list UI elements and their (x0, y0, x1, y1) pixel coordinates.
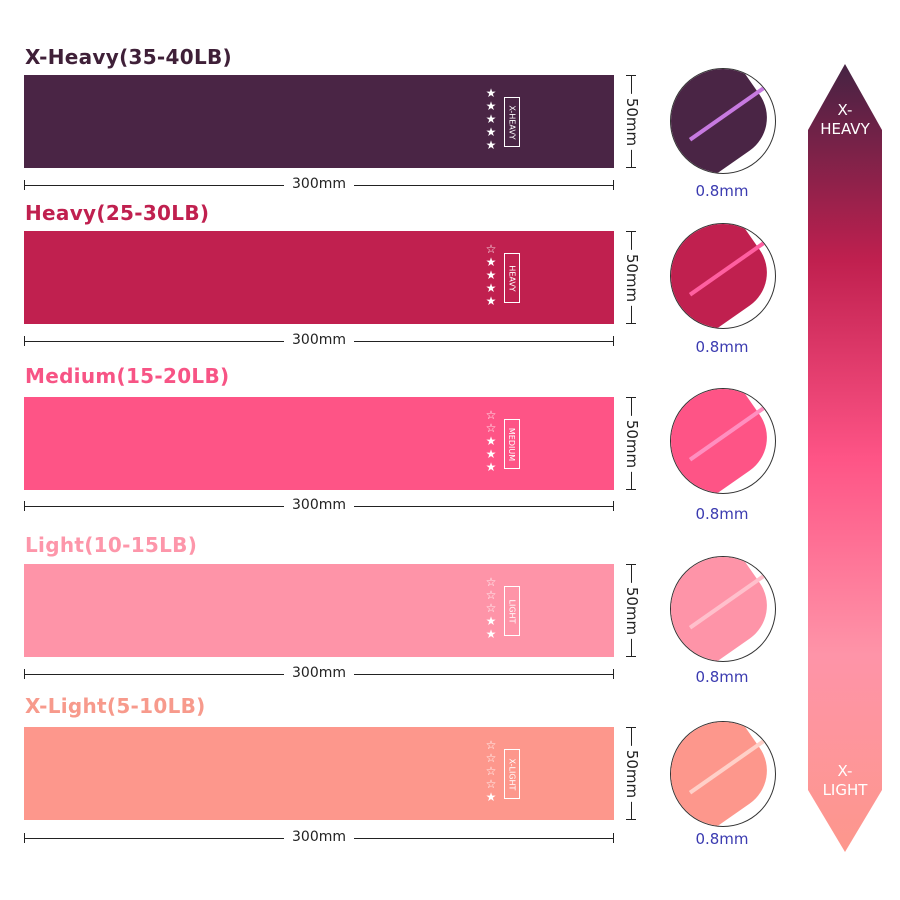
thickness-closeup (670, 388, 776, 494)
strength-stars: ☆ ☆ ★ ★ ★ (484, 409, 498, 474)
band-tag: HEAVY (504, 253, 520, 303)
thickness-label: 0.8mm (695, 668, 749, 686)
length-dimension: 300mm (24, 665, 614, 681)
band-tag-text: LIGHT (507, 599, 517, 623)
star-empty-icon: ☆ (485, 764, 497, 778)
length-dimension: 300mm (24, 829, 614, 845)
strength-stars: ★ ★ ★ ★ ★ (484, 87, 498, 152)
thickness-closeup (670, 721, 776, 827)
band-title: Medium(15-20LB) (25, 364, 230, 388)
band-tag-text: HEAVY (507, 264, 517, 292)
star-filled-icon: ★ (485, 281, 497, 295)
length-label: 300mm (284, 829, 354, 845)
star-empty-icon: ☆ (485, 777, 497, 791)
width-dimension: 50mm (622, 727, 642, 820)
length-dimension: 300mm (24, 332, 614, 348)
thickness-closeup (670, 223, 776, 329)
width-dimension: 50mm (622, 397, 642, 490)
band-tag: X-HEAVY (504, 97, 520, 147)
band-swatch: ☆ ☆ ★ ★ ★ MEDIUM (24, 397, 614, 490)
width-label: 50mm (623, 745, 641, 802)
length-label: 300mm (284, 497, 354, 513)
width-label: 50mm (623, 249, 641, 306)
band-title: X-Light(5-10LB) (25, 694, 206, 718)
band-swatch: ☆ ☆ ☆ ☆ ★ X-LIGHT (24, 727, 614, 820)
band-tag: X-LIGHT (504, 749, 520, 799)
band-tag: LIGHT (504, 586, 520, 636)
star-filled-icon: ★ (485, 447, 497, 461)
star-filled-icon: ★ (485, 790, 497, 804)
width-dimension: 50mm (622, 231, 642, 324)
width-dimension: 50mm (622, 564, 642, 657)
strength-stars: ☆ ★ ★ ★ ★ (484, 243, 498, 308)
star-filled-icon: ★ (485, 294, 497, 308)
thickness-label: 0.8mm (695, 338, 749, 356)
star-empty-icon: ☆ (485, 242, 497, 256)
thickness-closeup (670, 68, 776, 174)
star-empty-icon: ☆ (485, 421, 497, 435)
width-dimension: 50mm (622, 75, 642, 168)
width-label: 50mm (623, 93, 641, 150)
band-swatch: ★ ★ ★ ★ ★ X-HEAVY (24, 75, 614, 168)
band-swatch: ☆ ★ ★ ★ ★ HEAVY (24, 231, 614, 324)
band-title: Light(10-15LB) (25, 533, 198, 557)
scale-top-label: X- HEAVY (820, 101, 870, 138)
length-dimension: 300mm (24, 176, 614, 192)
strength-stars: ☆ ☆ ☆ ☆ ★ (484, 739, 498, 804)
star-empty-icon: ☆ (485, 588, 497, 602)
width-label: 50mm (623, 415, 641, 472)
length-dimension: 300mm (24, 497, 614, 513)
width-label: 50mm (623, 582, 641, 639)
star-filled-icon: ★ (485, 138, 497, 152)
star-filled-icon: ★ (485, 112, 497, 126)
star-filled-icon: ★ (485, 268, 497, 282)
star-empty-icon: ☆ (485, 751, 497, 765)
length-label: 300mm (284, 176, 354, 192)
thickness-label: 0.8mm (695, 505, 749, 523)
star-empty-icon: ☆ (485, 408, 497, 422)
band-title: X-Heavy(35-40LB) (25, 45, 232, 69)
intensity-scale-arrow (808, 64, 882, 852)
band-tag-text: X-LIGHT (507, 758, 517, 790)
star-filled-icon: ★ (485, 125, 497, 139)
scale-bottom-label: X- LIGHT (822, 762, 868, 799)
star-filled-icon: ★ (485, 460, 497, 474)
star-empty-icon: ☆ (485, 738, 497, 752)
band-tag: MEDIUM (504, 419, 520, 469)
length-label: 300mm (284, 665, 354, 681)
thickness-label: 0.8mm (695, 830, 749, 848)
band-swatch: ☆ ☆ ☆ ★ ★ LIGHT (24, 564, 614, 657)
star-filled-icon: ★ (485, 255, 497, 269)
star-filled-icon: ★ (485, 627, 497, 641)
band-tag-text: X-HEAVY (507, 104, 517, 140)
star-empty-icon: ☆ (485, 575, 497, 589)
star-filled-icon: ★ (485, 614, 497, 628)
length-label: 300mm (284, 332, 354, 348)
strength-stars: ☆ ☆ ☆ ★ ★ (484, 576, 498, 641)
thickness-closeup (670, 556, 776, 662)
star-filled-icon: ★ (485, 86, 497, 100)
star-empty-icon: ☆ (485, 601, 497, 615)
thickness-label: 0.8mm (695, 182, 749, 200)
band-title: Heavy(25-30LB) (25, 201, 210, 225)
star-filled-icon: ★ (485, 434, 497, 448)
star-filled-icon: ★ (485, 99, 497, 113)
band-tag-text: MEDIUM (507, 427, 517, 461)
